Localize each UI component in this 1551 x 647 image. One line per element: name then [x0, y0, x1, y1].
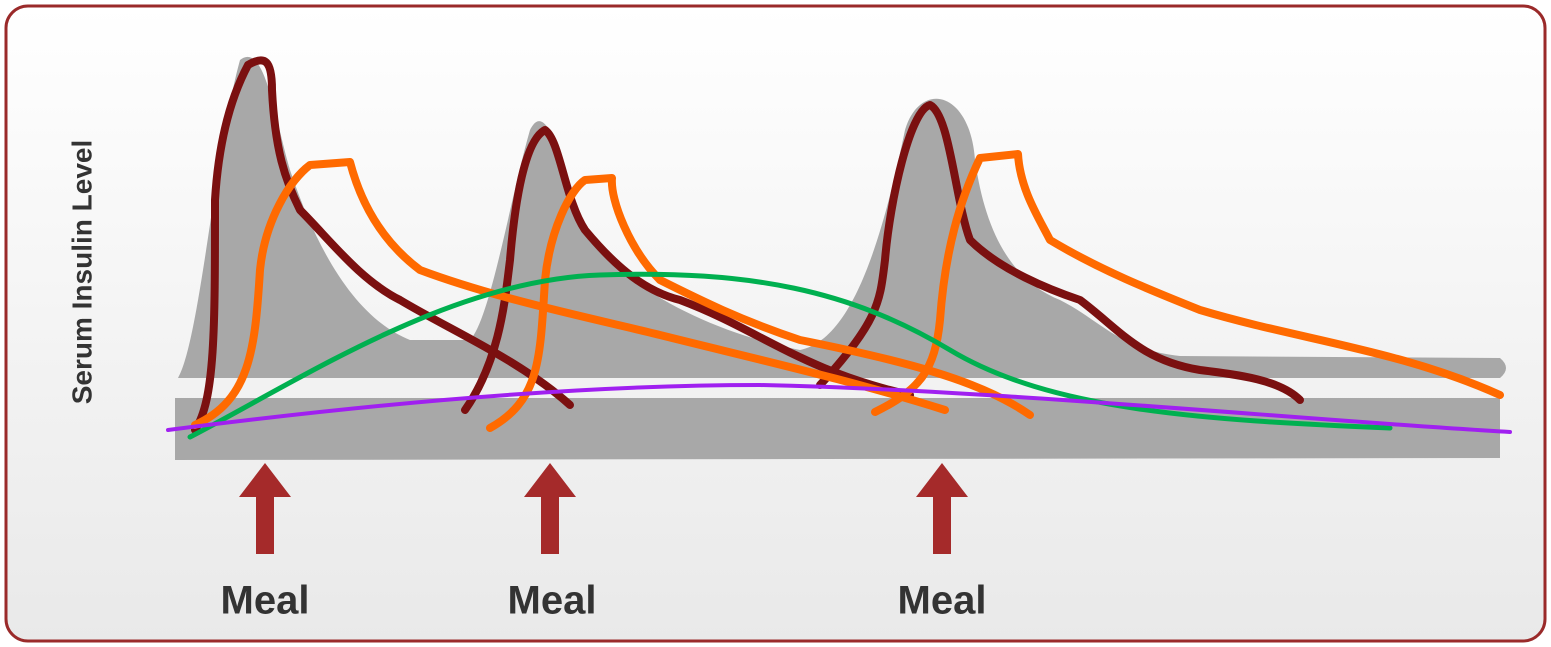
meal-label: Meal: [898, 579, 987, 623]
arrow: [256, 496, 274, 554]
meal-label: Meal: [508, 579, 597, 623]
curve: [461, 126, 914, 414]
arrow: [916, 463, 968, 497]
curve: [816, 101, 1304, 404]
curve: [191, 158, 949, 429]
curve: [871, 150, 1504, 416]
arrow: [524, 463, 576, 497]
curve: [187, 271, 1393, 440]
arrow: [541, 496, 559, 554]
y-axis-label: Serum Insulin Level: [66, 140, 97, 405]
arrow: [933, 496, 951, 554]
frame: [4, 4, 1547, 643]
curves: [166, 56, 1512, 440]
meal-arrows: [239, 463, 968, 554]
curve: [486, 174, 1034, 432]
meal-label: Meal: [221, 579, 310, 623]
curve: [166, 383, 1512, 434]
arrow: [239, 463, 291, 497]
curve: [191, 56, 574, 434]
